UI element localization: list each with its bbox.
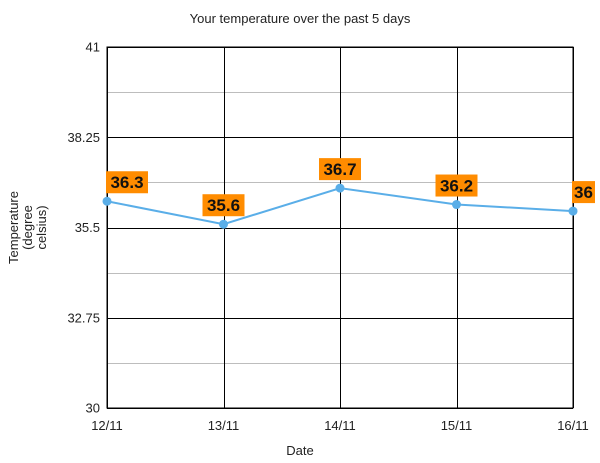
data-label-text: 36 — [574, 183, 593, 202]
y-tick-label: 38.25 — [67, 130, 100, 145]
data-point — [568, 206, 578, 216]
chart-title: Your temperature over the past 5 days — [190, 11, 411, 26]
x-axis-title: Date — [286, 443, 313, 458]
data-point — [219, 219, 228, 229]
series-temperature — [102, 183, 578, 229]
data-label: 36.3 — [106, 171, 148, 194]
y-axis-title-line: (degree — [20, 205, 35, 250]
x-tick-label: 15/11 — [441, 418, 473, 433]
x-tick-label: 16/11 — [557, 418, 589, 433]
data-label-background — [202, 194, 245, 217]
y-tick-label: 30 — [86, 401, 100, 416]
x-tick-label: 12/11 — [91, 418, 123, 433]
plot-frame — [106, 46, 574, 409]
y-tick-label: 32.75 — [67, 310, 100, 325]
data-point — [452, 200, 461, 210]
data-point — [102, 196, 112, 206]
y-tick-label: 41 — [86, 40, 100, 55]
data-label: 36.2 — [435, 174, 478, 197]
data-label: 36.7 — [319, 158, 361, 181]
data-point — [335, 183, 345, 193]
y-axis-title-line: Temperature — [6, 191, 21, 264]
x-axis-ticks: 12/11 13/11 14/11 15/11 16/11 — [91, 418, 589, 433]
data-label: 35.6 — [202, 194, 245, 217]
data-label-background — [319, 158, 361, 181]
data-label: 36 — [572, 181, 595, 204]
data-label-background — [572, 181, 595, 204]
data-label-text: 36.2 — [440, 177, 473, 196]
data-label-text: 36.7 — [323, 160, 356, 179]
y-tick-label: 35.5 — [75, 220, 100, 235]
y-axis-title: Temperature (degree celsius) — [6, 191, 49, 264]
y-axis-title-line: celsius) — [34, 205, 49, 249]
x-tick-label: 14/11 — [324, 418, 356, 433]
data-label-background — [106, 171, 148, 194]
x-tick-label: 13/11 — [208, 418, 240, 433]
data-labels: 36.3 35.6 36.7 36.2 36 — [106, 158, 595, 217]
data-label-text: 35.6 — [207, 196, 240, 215]
gridlines — [107, 47, 574, 409]
data-label-background — [435, 174, 478, 197]
y-axis-ticks: 30 32.75 35.5 38.25 41 — [67, 40, 100, 416]
data-label-text: 36.3 — [110, 173, 143, 192]
